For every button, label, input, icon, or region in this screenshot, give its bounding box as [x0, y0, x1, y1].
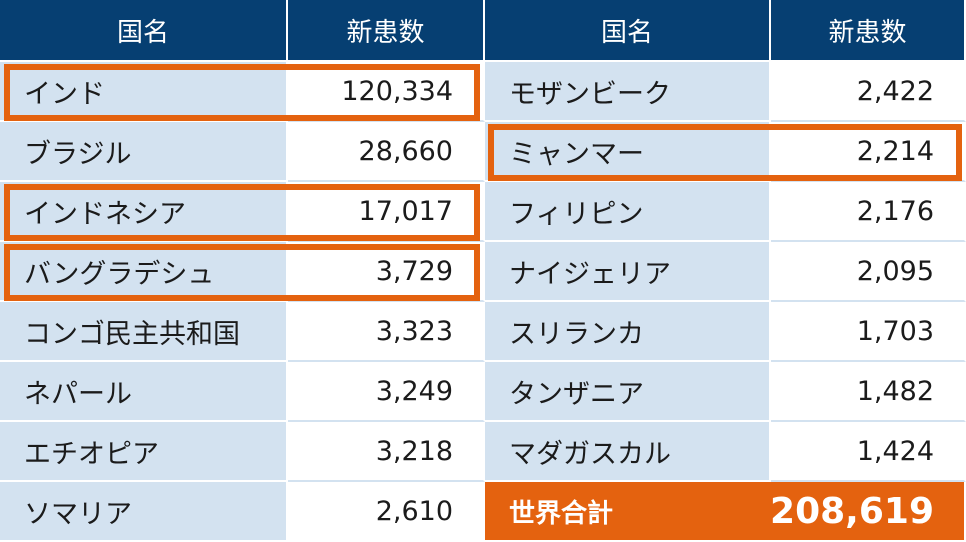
left-row-count: 3,249 [288, 362, 485, 422]
left-row-country: バングラデシュ [0, 242, 288, 302]
right-row-country: ミャンマー [485, 122, 771, 182]
header-country-right: 国名 [485, 0, 771, 62]
right-row-count: 2,176 [771, 182, 966, 242]
right-row-count: 1,703 [771, 302, 966, 362]
right-row-count: 2,422 [771, 62, 966, 122]
left-row-country: ネパール [0, 362, 288, 422]
left-row-count: 3,729 [288, 242, 485, 302]
header-count-left: 新患数 [288, 0, 485, 62]
left-row-country: コンゴ民主共和国 [0, 302, 288, 362]
right-row-count: 2,095 [771, 242, 966, 302]
left-row-count: 120,334 [288, 62, 485, 122]
left-row-count: 3,218 [288, 422, 485, 482]
right-row-country: スリランカ [485, 302, 771, 362]
total-label: 世界合計 [485, 482, 771, 542]
header-count-right: 新患数 [771, 0, 966, 62]
right-row-count: 1,482 [771, 362, 966, 422]
left-row-country: ソマリア [0, 482, 288, 542]
left-row-count: 3,323 [288, 302, 485, 362]
right-row-country: マダガスカル [485, 422, 771, 482]
right-row-country: タンザニア [485, 362, 771, 422]
right-row-count: 2,214 [771, 122, 966, 182]
right-row-country: フィリピン [485, 182, 771, 242]
total-value: 208,619 [770, 482, 966, 542]
left-row-country: インド [0, 62, 288, 122]
left-row-country: ブラジル [0, 122, 288, 182]
right-row-country: モザンビーク [485, 62, 771, 122]
left-row-country: エチオピア [0, 422, 288, 482]
right-row-country: ナイジェリア [485, 242, 771, 302]
left-row-count: 28,660 [288, 122, 485, 182]
left-row-country: インドネシア [0, 182, 288, 242]
right-row-count: 1,424 [771, 422, 966, 482]
left-row-count: 17,017 [288, 182, 485, 242]
left-row-count: 2,610 [288, 482, 485, 542]
header-country-left: 国名 [0, 0, 288, 62]
